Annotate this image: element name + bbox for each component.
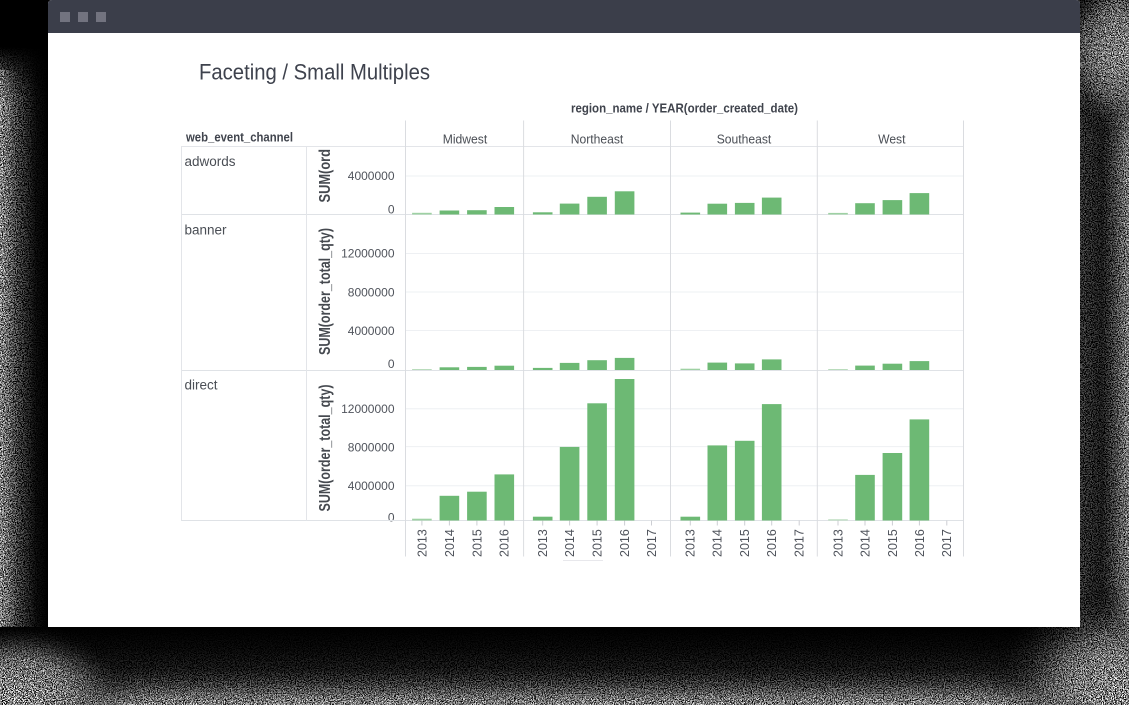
- svg-text:Faceting / Small Multiples: Faceting / Small Multiples: [199, 60, 430, 85]
- svg-text:12000000: 12000000: [341, 402, 395, 416]
- svg-text:2013: 2013: [831, 529, 845, 557]
- svg-text:2015: 2015: [470, 529, 484, 557]
- svg-text:2017: 2017: [645, 529, 659, 557]
- svg-text:0: 0: [388, 357, 395, 371]
- svg-text:Midwest: Midwest: [443, 132, 488, 147]
- svg-text:0: 0: [388, 511, 395, 525]
- svg-text:8000000: 8000000: [348, 440, 395, 454]
- svg-text:Southeast: Southeast: [717, 132, 772, 147]
- svg-text:SUM(ord: SUM(ord: [317, 149, 334, 203]
- svg-text:direct: direct: [185, 378, 218, 393]
- svg-text:2014: 2014: [443, 529, 457, 557]
- svg-text:banner: banner: [185, 223, 228, 238]
- svg-text:region_name / YEAR(order_creat: region_name / YEAR(order_created_date): [571, 101, 798, 116]
- svg-text:4000000: 4000000: [348, 479, 395, 493]
- svg-text:2016: 2016: [765, 529, 779, 557]
- svg-text:2015: 2015: [886, 529, 900, 557]
- svg-text:adwords: adwords: [185, 154, 236, 169]
- svg-text:2014: 2014: [711, 529, 725, 557]
- svg-text:4000000: 4000000: [348, 324, 395, 338]
- svg-text:2016: 2016: [618, 529, 632, 557]
- svg-text:4000000: 4000000: [348, 169, 395, 183]
- svg-text:2017: 2017: [793, 529, 807, 557]
- svg-text:2015: 2015: [591, 529, 605, 557]
- svg-text:West: West: [878, 132, 906, 147]
- svg-text:12000000: 12000000: [341, 246, 395, 260]
- svg-text:2013: 2013: [415, 529, 429, 557]
- svg-text:0: 0: [388, 203, 395, 217]
- svg-text:2013: 2013: [536, 529, 550, 557]
- svg-text:2014: 2014: [563, 529, 577, 557]
- svg-text:2015: 2015: [738, 529, 752, 557]
- svg-text:web_event_channel: web_event_channel: [185, 129, 293, 144]
- svg-text:SUM(order_total_qty): SUM(order_total_qty): [317, 385, 334, 512]
- svg-text:8000000: 8000000: [348, 285, 395, 299]
- svg-text:2016: 2016: [498, 529, 512, 557]
- svg-text:SUM(order_total_qty): SUM(order_total_qty): [317, 228, 334, 355]
- svg-text:Northeast: Northeast: [571, 132, 624, 147]
- svg-text:2016: 2016: [913, 529, 927, 557]
- svg-text:2013: 2013: [684, 529, 698, 557]
- svg-text:2017: 2017: [940, 529, 954, 557]
- svg-text:2014: 2014: [858, 529, 872, 557]
